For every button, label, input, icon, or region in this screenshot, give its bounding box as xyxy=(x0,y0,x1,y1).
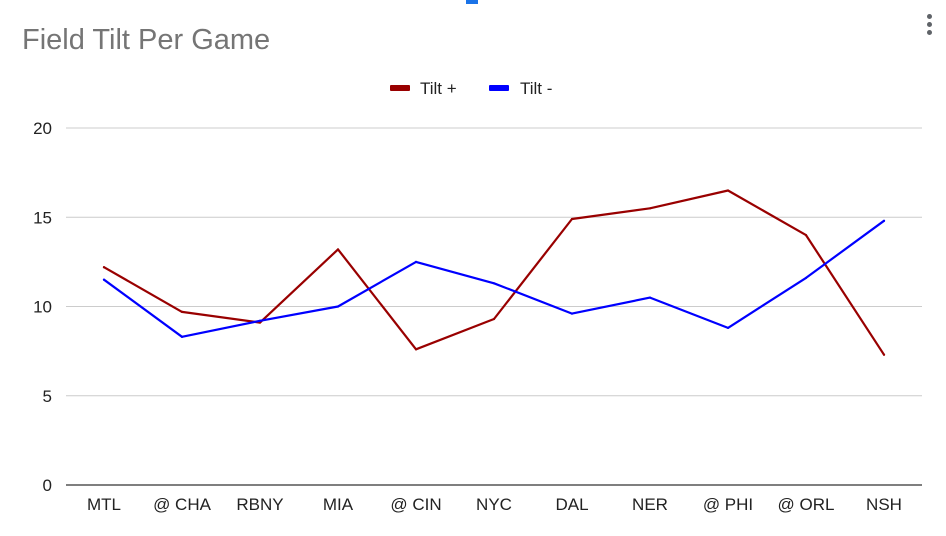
data-point[interactable] xyxy=(804,234,808,237)
legend-label: Tilt - xyxy=(520,79,552,98)
menu-dot xyxy=(926,14,932,19)
data-point[interactable] xyxy=(336,305,340,308)
gridlines xyxy=(66,127,922,486)
data-point[interactable] xyxy=(102,266,106,269)
x-tick-label: @ ORL xyxy=(778,495,835,514)
data-point[interactable] xyxy=(648,296,652,299)
x-tick-label: NSH xyxy=(866,495,902,514)
data-point[interactable] xyxy=(336,248,340,251)
y-tick-label: 0 xyxy=(43,476,52,495)
data-point[interactable] xyxy=(882,353,886,356)
x-tick-label: RBNY xyxy=(236,495,283,514)
data-point[interactable] xyxy=(648,207,652,210)
data-point[interactable] xyxy=(492,317,496,321)
x-tick-label: @ PHI xyxy=(703,495,753,514)
data-point[interactable] xyxy=(414,348,418,351)
data-point[interactable] xyxy=(102,278,106,281)
data-point[interactable] xyxy=(726,326,730,330)
data-point[interactable] xyxy=(180,310,184,313)
legend-swatch xyxy=(390,85,410,91)
x-axis: MTL @ CHA RBNY MIA @ CIN NYC DAL NER @ PHI @ ORL N… xyxy=(87,495,902,514)
legend-label: Tilt + xyxy=(420,79,457,98)
legend: Tilt + Tilt - xyxy=(390,79,552,98)
more-vert-icon[interactable] xyxy=(924,14,934,38)
data-point[interactable] xyxy=(492,282,496,285)
y-axis: 0 5 10 15 20 xyxy=(33,119,52,495)
y-tick-label: 20 xyxy=(33,119,52,138)
data-point[interactable] xyxy=(570,217,574,221)
y-tick-label: 5 xyxy=(43,387,52,406)
chart-title: Field Tilt Per Game xyxy=(22,24,271,56)
data-point[interactable] xyxy=(180,335,184,338)
menu-dot xyxy=(926,30,932,35)
x-tick-label: @ CHA xyxy=(153,495,212,514)
x-tick-label: NER xyxy=(632,495,668,514)
x-tick-label: DAL xyxy=(555,495,588,514)
x-tick-label: MTL xyxy=(87,495,121,514)
series-lines xyxy=(102,189,886,356)
x-tick-label: MIA xyxy=(323,495,354,514)
legend-swatch xyxy=(489,85,509,91)
data-point[interactable] xyxy=(882,219,886,222)
data-point[interactable] xyxy=(804,276,808,280)
y-tick-label: 15 xyxy=(33,208,52,227)
data-point[interactable] xyxy=(258,319,262,322)
series-line-0[interactable] xyxy=(102,189,886,356)
y-tick-label: 10 xyxy=(33,298,52,317)
x-tick-label: NYC xyxy=(476,495,512,514)
data-point[interactable] xyxy=(414,260,418,263)
selection-handle[interactable] xyxy=(466,0,478,4)
menu-dot xyxy=(926,22,932,27)
data-point[interactable] xyxy=(570,312,574,315)
x-tick-label: @ CIN xyxy=(390,495,441,514)
data-point[interactable] xyxy=(726,189,730,192)
